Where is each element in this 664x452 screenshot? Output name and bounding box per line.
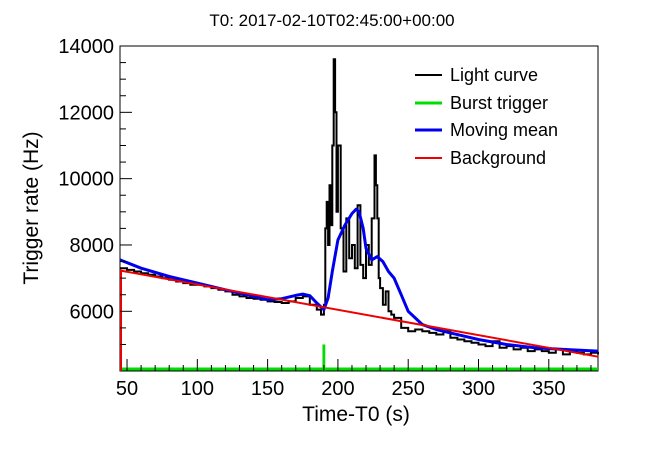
x-tick-label: 200 xyxy=(321,378,354,400)
y-tick-label: 6000 xyxy=(70,301,115,323)
plot-area: 50 100 150 200 250 300 350 6000 8000 10000 12000 14… xyxy=(58,36,599,400)
tick-layer: 50 100 150 200 250 300 350 6000 8000 10000 12000 14… xyxy=(58,36,592,400)
y-axis-title: Trigger rate (Hz) xyxy=(20,131,43,284)
series-moving-mean xyxy=(119,207,599,353)
series-burst-trigger-pulse xyxy=(322,344,326,371)
series-background xyxy=(119,269,599,358)
legend: Light curve Burst trigger Moving mean Ba… xyxy=(415,65,558,168)
y-tick-label: 12000 xyxy=(58,102,114,124)
legend-label-light-curve: Light curve xyxy=(450,65,538,85)
chart-title: T0: 2017-02-10T02:45:00+00:00 xyxy=(209,11,454,30)
x-tick-label: 250 xyxy=(392,378,425,400)
legend-label-burst-trigger: Burst trigger xyxy=(450,93,548,113)
y-tick-label: 8000 xyxy=(70,235,115,257)
legend-label-moving-mean: Moving mean xyxy=(450,120,558,140)
legend-label-background: Background xyxy=(450,148,546,168)
y-tick-label: 10000 xyxy=(58,169,114,191)
x-tick-label: 50 xyxy=(116,378,138,400)
x-axis-title: Time-T0 (s) xyxy=(302,403,410,426)
series-layer xyxy=(119,58,599,371)
plot-frame xyxy=(119,45,599,372)
x-tick-label: 100 xyxy=(181,378,214,400)
y-tick-label: 14000 xyxy=(58,36,114,58)
x-tick-label: 300 xyxy=(462,378,495,400)
x-tick-label: 150 xyxy=(251,378,284,400)
x-tick-label: 350 xyxy=(532,378,565,400)
